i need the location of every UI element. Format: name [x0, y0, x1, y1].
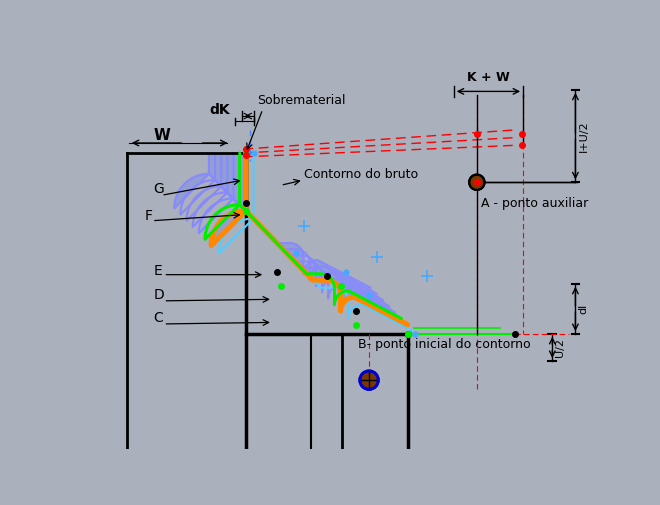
Circle shape	[360, 371, 378, 389]
Text: Contorno do bruto: Contorno do bruto	[304, 168, 418, 181]
Polygon shape	[174, 153, 408, 325]
Text: dK: dK	[210, 104, 230, 118]
Text: B- ponto inicial do contorno: B- ponto inicial do contorno	[358, 338, 530, 351]
Text: A - ponto auxiliar: A - ponto auxiliar	[480, 197, 588, 210]
Text: E: E	[154, 264, 162, 278]
Text: dl: dl	[578, 304, 589, 314]
Text: I+U/2: I+U/2	[578, 120, 589, 152]
Circle shape	[469, 175, 484, 190]
Text: K + W: K + W	[467, 72, 510, 84]
Text: C: C	[154, 312, 163, 325]
Text: U/2: U/2	[556, 338, 566, 357]
Text: Sobrematerial: Sobrematerial	[257, 94, 346, 108]
Text: F: F	[145, 209, 152, 223]
Text: G: G	[154, 182, 164, 196]
Text: W: W	[154, 128, 170, 143]
Text: D: D	[154, 288, 164, 302]
